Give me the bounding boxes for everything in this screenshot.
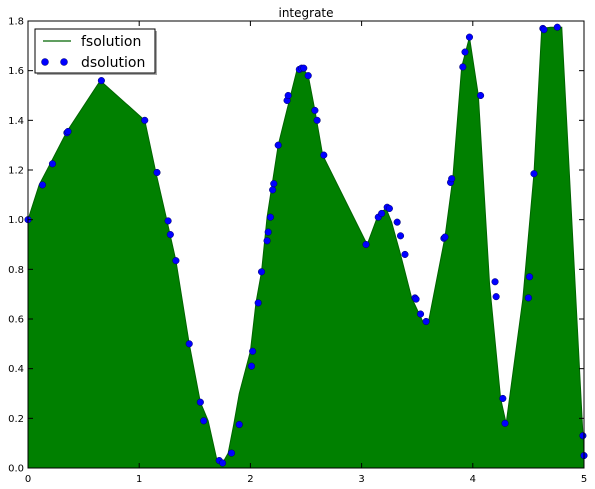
- data-point-dsolution: [257, 268, 266, 276]
- data-point-dsolution: [553, 23, 561, 31]
- data-point-dsolution: [200, 417, 208, 425]
- data-point-dsolution: [396, 232, 405, 240]
- data-point-dsolution: [196, 398, 204, 406]
- data-point-dsolution: [227, 449, 236, 457]
- y-tick-label: 1.8: [8, 17, 24, 28]
- y-tick-label: 0.8: [8, 265, 24, 276]
- data-point-dsolution: [97, 77, 105, 85]
- data-point-dsolution: [164, 217, 172, 225]
- data-point-dsolution: [269, 186, 277, 194]
- data-point-dsolution: [422, 317, 430, 326]
- y-tick-label: 0.4: [8, 364, 24, 375]
- legend-label-dsolution: dsolution: [81, 55, 145, 71]
- data-point-dsolution: [459, 63, 467, 71]
- data-point-dsolution: [525, 273, 534, 281]
- data-point-dsolution: [412, 295, 420, 303]
- data-point-dsolution: [141, 116, 149, 124]
- data-point-dsolution: [166, 231, 174, 239]
- data-point-dsolution: [48, 160, 57, 168]
- data-point-dsolution: [441, 233, 449, 241]
- plot-frame: [27, 20, 585, 469]
- data-point-dsolution: [579, 432, 587, 440]
- y-tick-label: 0.0: [8, 464, 24, 475]
- data-point-dsolution: [64, 127, 72, 136]
- tick-layer: 0 1 2 3 4 5 0.0 0.2 0.4 0.6 0.8 1.0 1.2 1.4 1.6 1.8: [8, 17, 587, 486]
- data-point-dsolution: [540, 26, 548, 34]
- data-point-dsolution: [263, 237, 271, 245]
- legend-marker-swatch: [60, 58, 68, 66]
- area-fill-fsolution: [28, 27, 584, 468]
- data-point-dsolution: [153, 168, 161, 177]
- data-point-dsolution: [219, 459, 227, 467]
- data-point-dsolution: [477, 91, 485, 100]
- data-point-dsolution: [492, 293, 500, 301]
- data-point-dsolution: [448, 175, 456, 183]
- data-point-dsolution: [185, 340, 193, 348]
- legend: fsolution dsolution: [34, 28, 157, 75]
- data-point-dsolution: [254, 299, 262, 307]
- data-point-dsolution: [247, 362, 256, 370]
- legend-label-fsolution: fsolution: [81, 34, 141, 50]
- data-point-dsolution: [378, 209, 386, 218]
- x-tick-label: 1: [136, 474, 142, 485]
- data-point-dsolution: [274, 141, 282, 149]
- data-point-dsolution: [38, 181, 47, 189]
- y-tick-label: 0.6: [8, 315, 24, 326]
- data-point-dsolution: [320, 151, 328, 159]
- y-tick-label: 0.2: [8, 414, 24, 425]
- data-point-dsolution: [172, 257, 180, 265]
- x-tick-label: 2: [247, 474, 253, 485]
- data-point-dsolution: [362, 240, 370, 249]
- data-point-dsolution: [465, 33, 474, 41]
- series-line-fsolution: [27, 26, 585, 464]
- data-point-dsolution: [266, 213, 274, 221]
- data-point-dsolution: [499, 394, 507, 403]
- data-point-dsolution: [311, 106, 319, 114]
- y-tick-label: 1.0: [8, 215, 24, 226]
- legend-box: [34, 28, 156, 74]
- data-point-dsolution: [491, 278, 499, 286]
- data-point-dsolution: [416, 310, 425, 318]
- x-tick-label: 5: [581, 474, 587, 485]
- data-point-dsolution: [524, 294, 532, 302]
- legend-marker-swatch: [41, 58, 49, 66]
- chart-title: integrate: [278, 6, 333, 20]
- data-point-dsolution: [385, 204, 393, 213]
- marker-layer: [24, 23, 588, 467]
- area-layer: [27, 26, 585, 468]
- y-tick-label: 1.2: [8, 166, 24, 177]
- x-tick-label: 0: [25, 474, 31, 485]
- data-point-dsolution: [501, 419, 509, 427]
- x-tick-label: 4: [470, 474, 476, 485]
- data-point-dsolution: [235, 420, 243, 429]
- data-point-dsolution: [393, 218, 401, 226]
- data-point-dsolution: [313, 116, 321, 124]
- data-point-dsolution: [284, 91, 292, 100]
- data-point-dsolution: [530, 170, 538, 178]
- data-point-dsolution: [300, 64, 308, 72]
- y-tick-label: 1.6: [8, 66, 24, 77]
- data-point-dsolution: [304, 72, 312, 80]
- x-tick-label: 3: [358, 474, 364, 485]
- data-point-dsolution: [264, 228, 272, 236]
- data-point-dsolution: [249, 347, 257, 355]
- data-point-dsolution: [401, 250, 409, 258]
- data-point-dsolution: [270, 180, 278, 188]
- data-point-dsolution: [461, 48, 469, 56]
- y-tick-label: 1.4: [8, 116, 24, 127]
